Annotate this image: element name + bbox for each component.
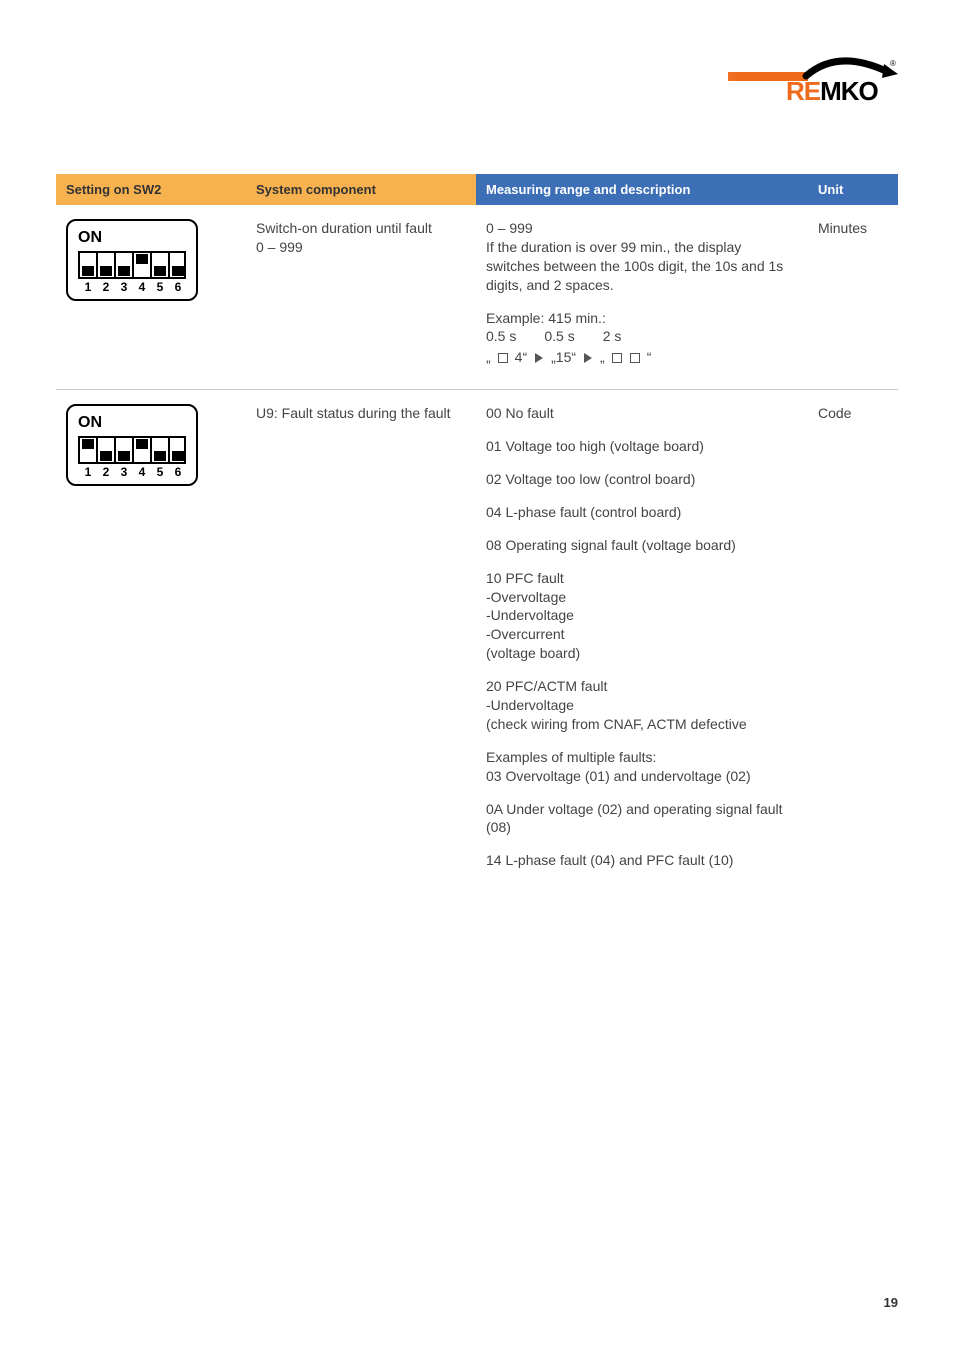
dip-knob bbox=[118, 266, 130, 276]
dip-knob bbox=[82, 266, 94, 276]
dip-slot bbox=[78, 438, 96, 462]
dip-slot bbox=[150, 253, 168, 277]
fault-code-entry: 02 Voltage too low (control board) bbox=[486, 470, 798, 489]
dip-number: 5 bbox=[150, 464, 168, 480]
dip-switch-diagram: ON 123456 bbox=[66, 404, 198, 486]
dip-track bbox=[78, 436, 186, 464]
dip-knob bbox=[172, 266, 184, 276]
seq-close-3: “ bbox=[647, 348, 652, 367]
table-header-row: Setting on SW2 System component Measurin… bbox=[56, 174, 898, 205]
dip-switch-diagram: ON 123456 bbox=[66, 219, 198, 301]
dip-slot bbox=[168, 438, 186, 462]
dip-number: 1 bbox=[78, 464, 96, 480]
th-sw2: Setting on SW2 bbox=[56, 174, 246, 205]
dip-knob bbox=[172, 451, 184, 461]
fault-code-entry: 14 L-phase fault (04) and PFC fault (10) bbox=[486, 851, 798, 870]
cell-unit: Code bbox=[808, 390, 898, 907]
fault-code-entry: 00 No fault bbox=[486, 404, 798, 423]
dip-knob bbox=[100, 451, 112, 461]
dip-knob bbox=[82, 439, 94, 449]
dip-numbers: 123456 bbox=[78, 464, 186, 480]
dip-slot bbox=[132, 438, 150, 462]
cell-component: Switch-on duration until fault 0 – 999 bbox=[246, 205, 476, 390]
square-icon bbox=[630, 353, 640, 363]
cell-dip: ON 123456 bbox=[56, 205, 246, 390]
dip-slot bbox=[168, 253, 186, 277]
sequence-row: „ 4“ „15“ „ “ bbox=[486, 348, 798, 367]
fault-code-entry: 01 Voltage too high (voltage board) bbox=[486, 437, 798, 456]
seq-2: „15“ bbox=[551, 348, 576, 367]
seq-open-3: „ bbox=[600, 348, 605, 367]
dip-number: 5 bbox=[150, 279, 168, 295]
svg-text:REMKO: REMKO bbox=[786, 76, 879, 106]
timing-c: 2 s bbox=[603, 327, 622, 346]
remko-logo-svg: REMKO ® bbox=[728, 52, 898, 112]
dip-slot bbox=[96, 438, 114, 462]
th-unit: Unit bbox=[808, 174, 898, 205]
fault-code-entry: 04 L-phase fault (control board) bbox=[486, 503, 798, 522]
desc-text: 0 – 999 If the duration is over 99 min.,… bbox=[486, 219, 798, 295]
square-icon bbox=[498, 353, 508, 363]
square-icon bbox=[612, 353, 622, 363]
dip-number: 2 bbox=[96, 279, 114, 295]
fault-code-entry: 20 PFC/ACTM fault -Undervoltage (check w… bbox=[486, 677, 798, 734]
dip-number: 6 bbox=[168, 464, 186, 480]
cell-description: 00 No fault 01 Voltage too high (voltage … bbox=[476, 390, 808, 907]
dip-number: 6 bbox=[168, 279, 186, 295]
dip-knob bbox=[100, 266, 112, 276]
page-number: 19 bbox=[884, 1295, 898, 1310]
desc-example-label: Example: 415 min.: bbox=[486, 309, 798, 328]
svg-text:®: ® bbox=[890, 59, 896, 68]
table-row: ON 123456 Switch-on duration until fault… bbox=[56, 205, 898, 390]
dip-slot bbox=[132, 253, 150, 277]
table-row: ON 123456 U9: Fault status during the fa… bbox=[56, 390, 898, 907]
timing-a: 0.5 s bbox=[486, 327, 516, 346]
dip-slot bbox=[150, 438, 168, 462]
cell-unit: Minutes bbox=[808, 205, 898, 390]
dip-slot bbox=[114, 438, 132, 462]
fault-code-entry: 10 PFC fault -Overvoltage -Undervoltage … bbox=[486, 569, 798, 663]
content-area: Setting on SW2 System component Measurin… bbox=[56, 174, 898, 906]
cell-component: U9: Fault status during the fault bbox=[246, 390, 476, 907]
dip-on-label: ON bbox=[78, 412, 186, 434]
dip-number: 4 bbox=[132, 464, 150, 480]
dip-number: 1 bbox=[78, 279, 96, 295]
th-range: Measuring range and description bbox=[476, 174, 808, 205]
dip-knob bbox=[136, 439, 148, 449]
seq-1: 4“ bbox=[515, 348, 527, 367]
arrow-icon bbox=[535, 353, 543, 363]
dip-number: 4 bbox=[132, 279, 150, 295]
fault-code-entry: Examples of multiple faults: 03 Overvolt… bbox=[486, 748, 798, 786]
dip-number: 3 bbox=[114, 279, 132, 295]
dip-slot bbox=[114, 253, 132, 277]
dip-knob bbox=[118, 451, 130, 461]
settings-table: Setting on SW2 System component Measurin… bbox=[56, 174, 898, 906]
timing-row: 0.5 s 0.5 s 2 s bbox=[486, 327, 798, 346]
dip-number: 2 bbox=[96, 464, 114, 480]
cell-dip: ON 123456 bbox=[56, 390, 246, 907]
dip-slot bbox=[96, 253, 114, 277]
fault-code-entry: 08 Operating signal fault (voltage board… bbox=[486, 536, 798, 555]
seq-open-1: „ bbox=[486, 348, 491, 367]
fault-code-entry: 0A Under voltage (02) and operating sign… bbox=[486, 800, 798, 838]
timing-b: 0.5 s bbox=[544, 327, 574, 346]
dip-number: 3 bbox=[114, 464, 132, 480]
arrow-icon bbox=[584, 353, 592, 363]
dip-knob bbox=[136, 254, 148, 264]
th-component: System component bbox=[246, 174, 476, 205]
brand-logo: REMKO ® bbox=[728, 52, 898, 112]
dip-knob bbox=[154, 451, 166, 461]
dip-track bbox=[78, 251, 186, 279]
dip-on-label: ON bbox=[78, 227, 186, 249]
dip-numbers: 123456 bbox=[78, 279, 186, 295]
dip-slot bbox=[78, 253, 96, 277]
dip-knob bbox=[154, 266, 166, 276]
cell-description: 0 – 999 If the duration is over 99 min.,… bbox=[476, 205, 808, 390]
